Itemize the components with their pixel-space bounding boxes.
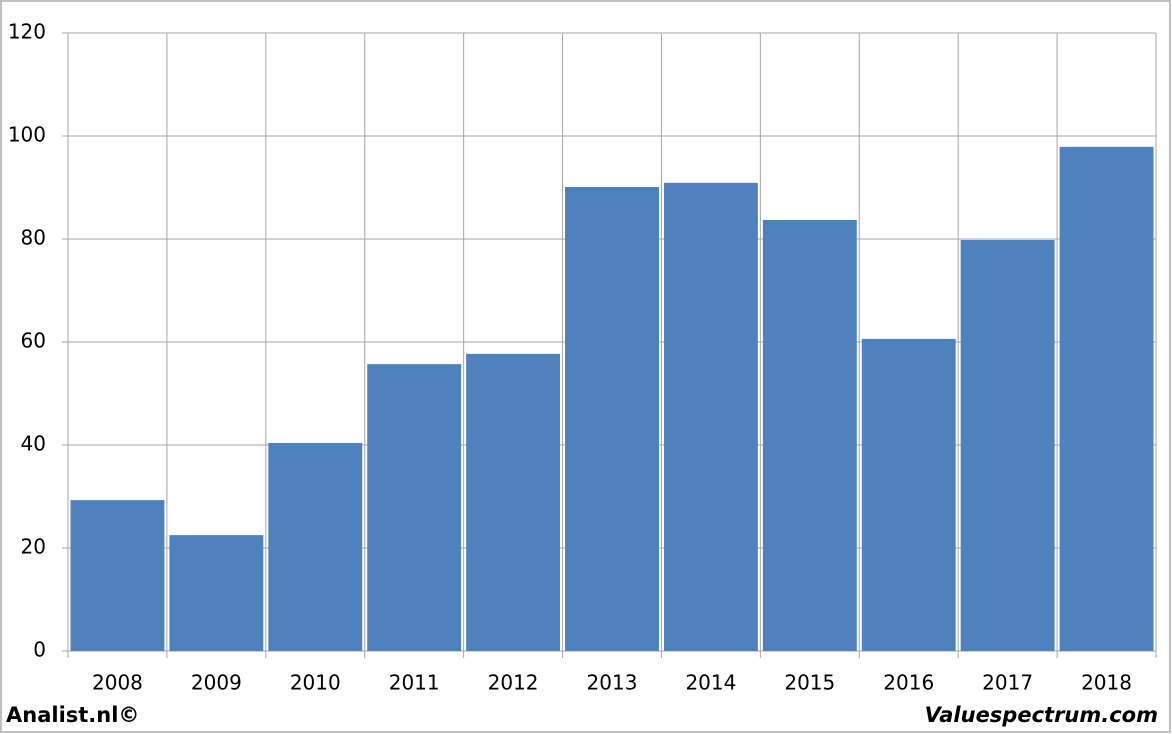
- x-tick-label: 2014: [685, 671, 736, 695]
- x-tick-label: 2008: [92, 671, 143, 695]
- x-tick-label: 2011: [389, 671, 440, 695]
- bar: [960, 240, 1055, 651]
- y-tick-label: 60: [21, 329, 46, 353]
- bar: [565, 186, 659, 652]
- x-tick-label: 2010: [290, 671, 341, 695]
- bar: [663, 182, 758, 652]
- x-tick-label: 2009: [191, 671, 242, 695]
- bar: [762, 219, 857, 651]
- y-tick-label: 120: [8, 20, 46, 44]
- bar: [1059, 146, 1154, 651]
- bar: [861, 338, 956, 651]
- footer-right: Valuespectrum.com: [925, 703, 1158, 727]
- x-tick-label: 2013: [587, 671, 638, 695]
- bar: [169, 535, 264, 651]
- footer-left: Analist.nl©: [6, 703, 139, 727]
- bar: [70, 500, 165, 651]
- x-tick-label: 2017: [982, 671, 1033, 695]
- y-tick-label: 20: [21, 535, 46, 559]
- x-tick-label: 2016: [883, 671, 934, 695]
- bar: [367, 364, 462, 651]
- x-tick-label: 2015: [784, 671, 835, 695]
- y-tick-label: 100: [8, 123, 46, 147]
- y-tick-label: 80: [21, 226, 46, 250]
- bar: [268, 442, 363, 651]
- y-tick-label: 40: [21, 432, 46, 456]
- x-tick-label: 2012: [488, 671, 539, 695]
- bar: [466, 353, 561, 651]
- x-tick-label: 2018: [1081, 671, 1132, 695]
- y-tick-label: 0: [33, 638, 46, 662]
